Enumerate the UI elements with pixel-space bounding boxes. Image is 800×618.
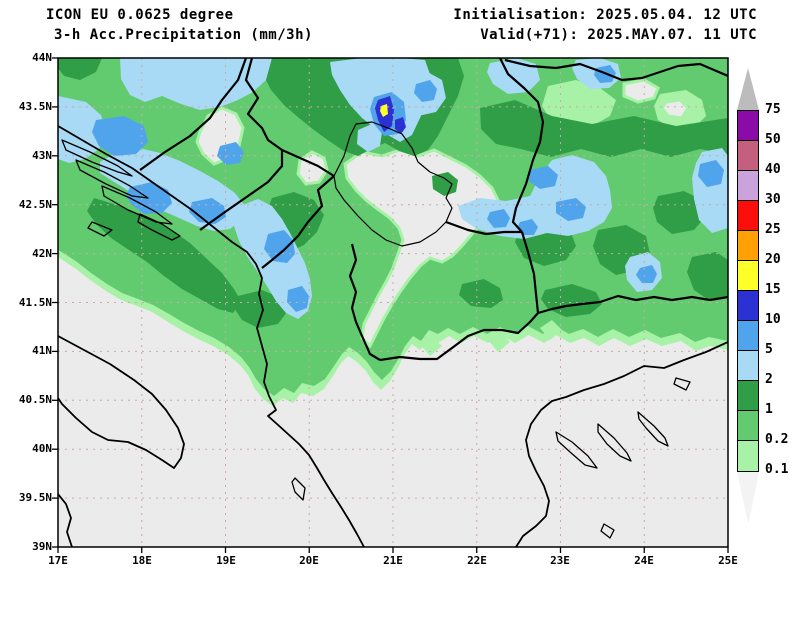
- legend-label-30: 30: [765, 192, 781, 207]
- initialisation-label: Initialisation: 2025.05.04. 12 UTC: [453, 7, 757, 23]
- colorbar-seg-5-10: [738, 321, 758, 351]
- colorbar-seg-20-25: [738, 231, 758, 261]
- colorbar-seg-40-50: [738, 141, 758, 171]
- legend-label-2: 2: [765, 372, 773, 387]
- lon-label-20e: 20E: [299, 554, 319, 567]
- legend-label-1: 1: [765, 402, 773, 417]
- legend-label-0-2: 0.2: [765, 432, 789, 447]
- lon-label-23e: 23E: [550, 554, 570, 567]
- lat-label-43-5n: 43.5N: [18, 100, 52, 113]
- legend-label-40: 40: [765, 162, 781, 177]
- lat-label-40-5n: 40.5N: [18, 393, 52, 406]
- lat-label-40n: 40N: [32, 442, 52, 455]
- precipitation-field: [58, 58, 728, 547]
- valid-time-label: Valid(+71): 2025.MAY.07. 11 UTC: [480, 27, 757, 43]
- legend-label-20: 20: [765, 252, 781, 267]
- colorbar-seg-10-15: [738, 291, 758, 321]
- legend-label-5: 5: [765, 342, 773, 357]
- colorbar-seg-50-75: [738, 111, 758, 141]
- colorbar-seg-30-40: [738, 171, 758, 201]
- lat-label-39-5n: 39.5N: [18, 491, 52, 504]
- parameter-title: 3-h Acc.Precipitation (mm/3h): [54, 27, 313, 43]
- colorbar-seg-25-30: [738, 201, 758, 231]
- colorbar-below-min-arrow: [737, 472, 759, 524]
- lon-label-25e: 25E: [718, 554, 738, 567]
- model-title: ICON EU 0.0625 degree: [46, 7, 234, 23]
- colorbar-seg-15-20: [738, 261, 758, 291]
- colorbar-seg-02-1: [738, 411, 758, 441]
- legend-label-50: 50: [765, 132, 781, 147]
- colorbar-seg-1-2: [738, 381, 758, 411]
- legend-label-25: 25: [765, 222, 781, 237]
- colorbar-above-max-arrow: [737, 68, 759, 110]
- colorbar-seg-01-02: [738, 441, 758, 471]
- country-borders: [139, 58, 728, 362]
- legend-label-75: 75: [765, 102, 781, 117]
- legend-label-10: 10: [765, 312, 781, 327]
- lon-label-19e: 19E: [216, 554, 236, 567]
- precipitation-colorbar: [737, 68, 759, 524]
- lon-label-17e: 17E: [48, 554, 68, 567]
- lat-label-42n: 42N: [32, 247, 52, 260]
- axis-ticks: [52, 57, 729, 553]
- colorbar-segments: [737, 110, 759, 472]
- coastlines: [58, 125, 728, 547]
- lat-label-39n: 39N: [32, 540, 52, 553]
- colorbar-seg-2-5: [738, 351, 758, 381]
- lon-label-21e: 21E: [383, 554, 403, 567]
- lat-label-41n: 41N: [32, 344, 52, 357]
- legend-label-0-1: 0.1: [765, 462, 789, 477]
- lon-label-24e: 24E: [634, 554, 654, 567]
- legend-label-15: 15: [765, 282, 781, 297]
- lat-label-42-5n: 42.5N: [18, 198, 52, 211]
- graticule: [58, 58, 728, 547]
- lon-label-22e: 22E: [467, 554, 487, 567]
- lon-label-18e: 18E: [132, 554, 152, 567]
- lat-label-41-5n: 41.5N: [18, 296, 52, 309]
- lat-label-43n: 43N: [32, 149, 52, 162]
- lat-label-44n: 44N: [32, 51, 52, 64]
